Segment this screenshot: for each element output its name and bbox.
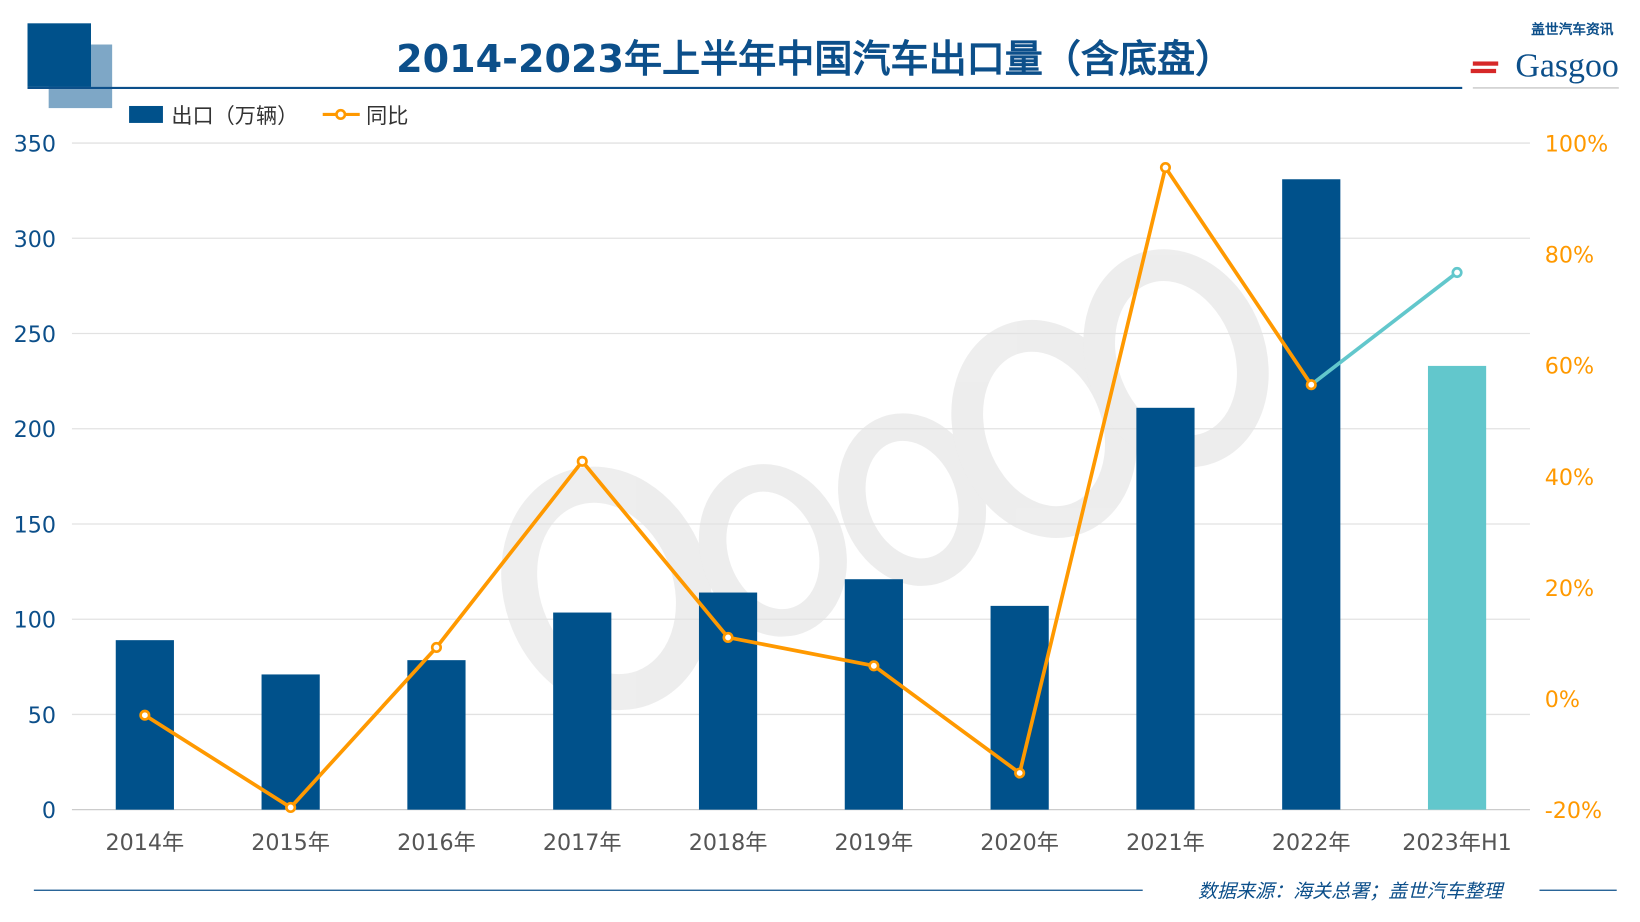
right-tick-label: 0% bbox=[1545, 687, 1580, 713]
legend-bar-label: 出口（万辆） bbox=[171, 103, 298, 128]
right-tick-label: -20% bbox=[1545, 798, 1602, 824]
logo-cn: 盖世汽车资讯 bbox=[1531, 21, 1614, 38]
x-tick-label: 2018年 bbox=[689, 830, 768, 856]
left-tick-label: 350 bbox=[14, 132, 56, 158]
left-tick-label: 50 bbox=[28, 703, 56, 729]
right-tick-label: 80% bbox=[1545, 243, 1594, 269]
x-tick-label: 2016年 bbox=[397, 830, 476, 856]
left-tick-label: 100 bbox=[14, 608, 56, 634]
bar-2020年 bbox=[990, 605, 1049, 810]
x-tick-label: 2015年 bbox=[251, 830, 330, 856]
bars bbox=[115, 179, 1487, 810]
left-tick-label: 250 bbox=[14, 322, 56, 348]
legend-line-label: 同比 bbox=[366, 103, 408, 128]
x-axis-labels: 2014年 2015年 2016年 2017年 2018年 2019年 2020年 2021年… bbox=[105, 830, 1511, 856]
x-tick-label: 2023年H1 bbox=[1402, 830, 1512, 856]
left-tick-label: 200 bbox=[14, 417, 56, 443]
yoy-point-2014年 bbox=[139, 709, 151, 721]
yoy-point-2016年 bbox=[430, 641, 443, 654]
yoy-point-2023年H1 bbox=[1451, 266, 1463, 279]
right-axis-ticks: -20% 0% 20% 40% 60% 80% 100% bbox=[1545, 132, 1608, 825]
x-tick-label: 2017年 bbox=[543, 830, 622, 856]
right-tick-label: 100% bbox=[1545, 132, 1608, 158]
yoy-line bbox=[139, 161, 1463, 814]
source-note: 数据来源：海关总署；盖世汽车整理 bbox=[1198, 881, 1505, 903]
left-axis-ticks: 0 50 100 150 200 250 300 350 bbox=[14, 132, 56, 825]
yoy-point-2021年 bbox=[1159, 161, 1172, 174]
bar-2016年 bbox=[407, 660, 466, 810]
yoy-line-path-h1 bbox=[1310, 271, 1459, 387]
yoy-point-2020年 bbox=[1014, 767, 1026, 779]
watermark bbox=[501, 249, 1269, 711]
right-tick-label: 20% bbox=[1545, 576, 1594, 602]
yoy-point-2018年 bbox=[722, 631, 734, 644]
left-tick-label: 0 bbox=[42, 798, 56, 824]
gasgoo-logo: 盖世汽车资讯 Gasgoo bbox=[1470, 21, 1619, 89]
yoy-point-2019年 bbox=[868, 660, 880, 672]
bar-2021年 bbox=[1136, 407, 1195, 810]
right-tick-label: 60% bbox=[1545, 354, 1594, 380]
x-tick-label: 2014年 bbox=[105, 830, 184, 856]
right-tick-label: 40% bbox=[1545, 465, 1594, 491]
yoy-point-2015年 bbox=[285, 801, 297, 814]
legend-line-marker bbox=[335, 108, 347, 121]
left-tick-label: 300 bbox=[14, 227, 56, 253]
legend: 出口（万辆） 同比 bbox=[129, 103, 408, 128]
x-tick-label: 2021年 bbox=[1126, 830, 1205, 856]
bar-2019年 bbox=[844, 579, 903, 810]
chart-title: 2014-2023年上半年中国汽车出口量（含底盘） bbox=[396, 37, 1233, 81]
bar-2017年 bbox=[553, 612, 612, 810]
header-square-dark bbox=[27, 23, 91, 87]
bar-2023年H1 bbox=[1427, 365, 1487, 810]
legend-bar-swatch bbox=[129, 105, 163, 123]
yoy-point-2017年 bbox=[576, 455, 588, 467]
bar-2015年 bbox=[261, 674, 320, 810]
bar-2014年 bbox=[115, 640, 174, 810]
bar-2018年 bbox=[698, 592, 758, 810]
yoy-point-2022年 bbox=[1305, 379, 1317, 391]
x-tick-label: 2019年 bbox=[835, 830, 914, 856]
x-tick-label: 2020年 bbox=[980, 830, 1059, 856]
left-tick-label: 150 bbox=[14, 512, 56, 538]
bar-2022年 bbox=[1282, 179, 1341, 810]
x-tick-label: 2022年 bbox=[1272, 830, 1351, 856]
logo-brand: Gasgoo bbox=[1515, 47, 1618, 84]
